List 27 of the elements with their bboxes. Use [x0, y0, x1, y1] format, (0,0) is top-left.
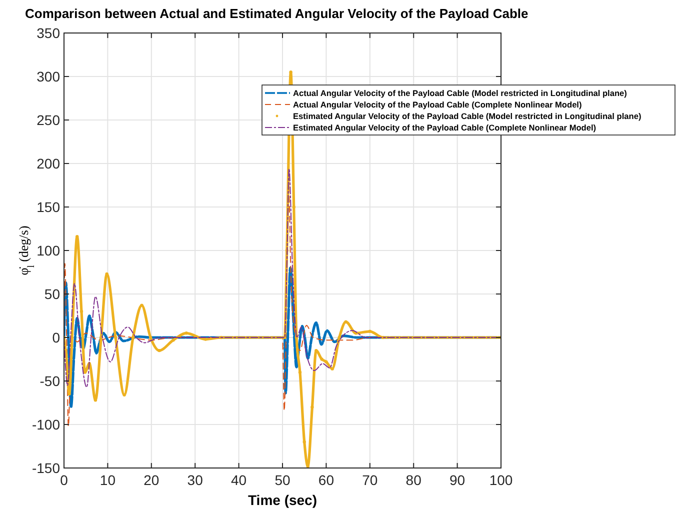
x-tick-label: 80 — [406, 472, 422, 488]
chart-title: Comparison between Actual and Estimated Angular Velocity of the Payload Cable — [25, 6, 528, 21]
x-tick-label: 50 — [274, 472, 290, 488]
y-tick-label: 50 — [44, 286, 60, 302]
y-tick-label: 350 — [36, 25, 60, 41]
y-tick-label: 200 — [36, 156, 60, 172]
x-tick-label: 10 — [100, 472, 116, 488]
x-tick-label: 70 — [362, 472, 378, 488]
legend-label: Actual Angular Velocity of the Payload Cable (Complete Nonlinear Model) — [293, 100, 582, 110]
x-tick-label: 60 — [318, 472, 334, 488]
x-tick-label: 30 — [187, 472, 204, 488]
y-tick-label: 150 — [36, 199, 60, 215]
y-tick-label: 0 — [52, 330, 60, 346]
x-axis-title: Time (sec) — [248, 492, 317, 508]
y-tick-label: -150 — [32, 460, 60, 476]
legend-label: Actual Angular Velocity of the Payload Cable (Model restricted in Longitudinal plane) — [293, 88, 628, 98]
y-tick-label: 250 — [36, 112, 60, 128]
y-tick-label: -100 — [32, 416, 60, 432]
x-tick-label: 100 — [489, 472, 513, 488]
x-tick-label: 20 — [144, 472, 160, 488]
x-tick-label: 90 — [450, 472, 466, 488]
y-tick-label: 300 — [36, 68, 60, 84]
legend-label: Estimated Angular Velocity of the Payload Cable (Complete Nonlinear Model) — [293, 122, 596, 132]
series-label: Estimated Angular Velocity of the Payload Cable (Model restricted in Longitudinal plane) — [293, 111, 642, 121]
y-tick-label: 100 — [36, 242, 60, 258]
y-tick-label: -50 — [40, 373, 60, 389]
x-tick-label: 40 — [231, 472, 247, 488]
